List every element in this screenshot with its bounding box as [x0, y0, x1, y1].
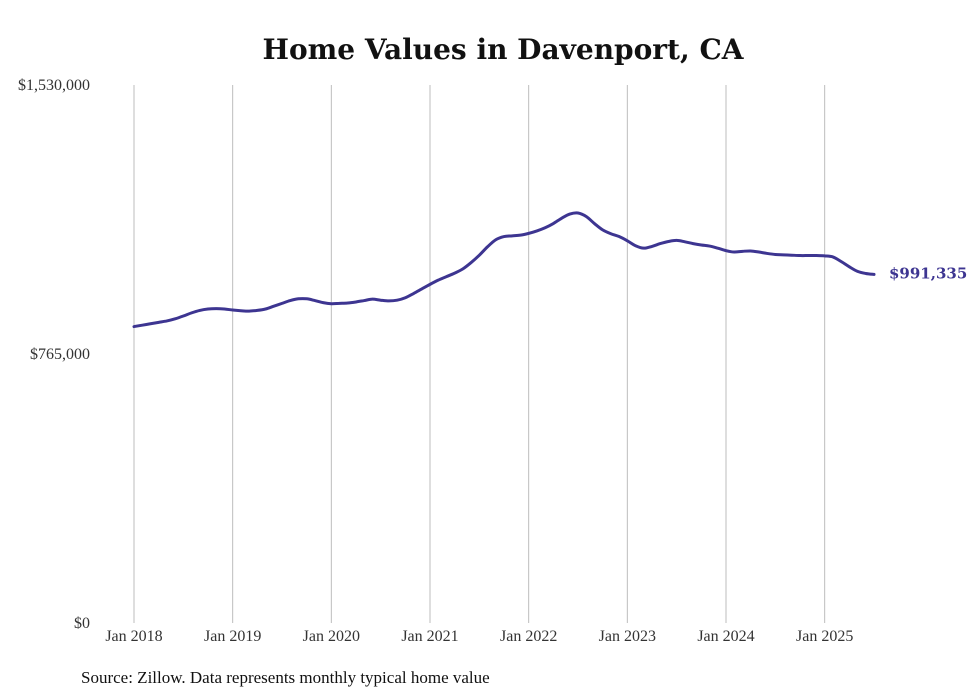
gridlines	[133, 85, 826, 623]
x-axis-tick-labels: Jan 2018 Jan 2019 Jan 2020 Jan 2021 Jan 2022…	[105, 628, 853, 645]
x-tick-label: Jan 2020	[303, 628, 360, 645]
y-tick-label: $765,000	[30, 346, 90, 363]
x-tick-label: Jan 2024	[697, 628, 754, 645]
x-tick-label: Jan 2025	[796, 628, 853, 645]
home-value-line	[132, 211, 876, 329]
x-tick-label: Jan 2022	[500, 628, 557, 645]
chart-title: Home Values in Davenport, CA	[263, 33, 745, 66]
last-value-label: $991,335	[889, 264, 967, 282]
x-tick-label: Jan 2018	[105, 628, 162, 645]
series-layer	[132, 211, 876, 329]
x-tick-label: Jan 2023	[599, 628, 656, 645]
y-tick-label: $0	[74, 615, 90, 632]
y-tick-label: $1,530,000	[18, 77, 90, 94]
x-tick-label: Jan 2019	[204, 628, 261, 645]
source-note: Source: Zillow. Data represents monthly …	[81, 668, 490, 687]
x-tick-label: Jan 2021	[401, 628, 458, 645]
y-axis-tick-labels: $0 $765,000 $1,530,000	[18, 77, 90, 632]
